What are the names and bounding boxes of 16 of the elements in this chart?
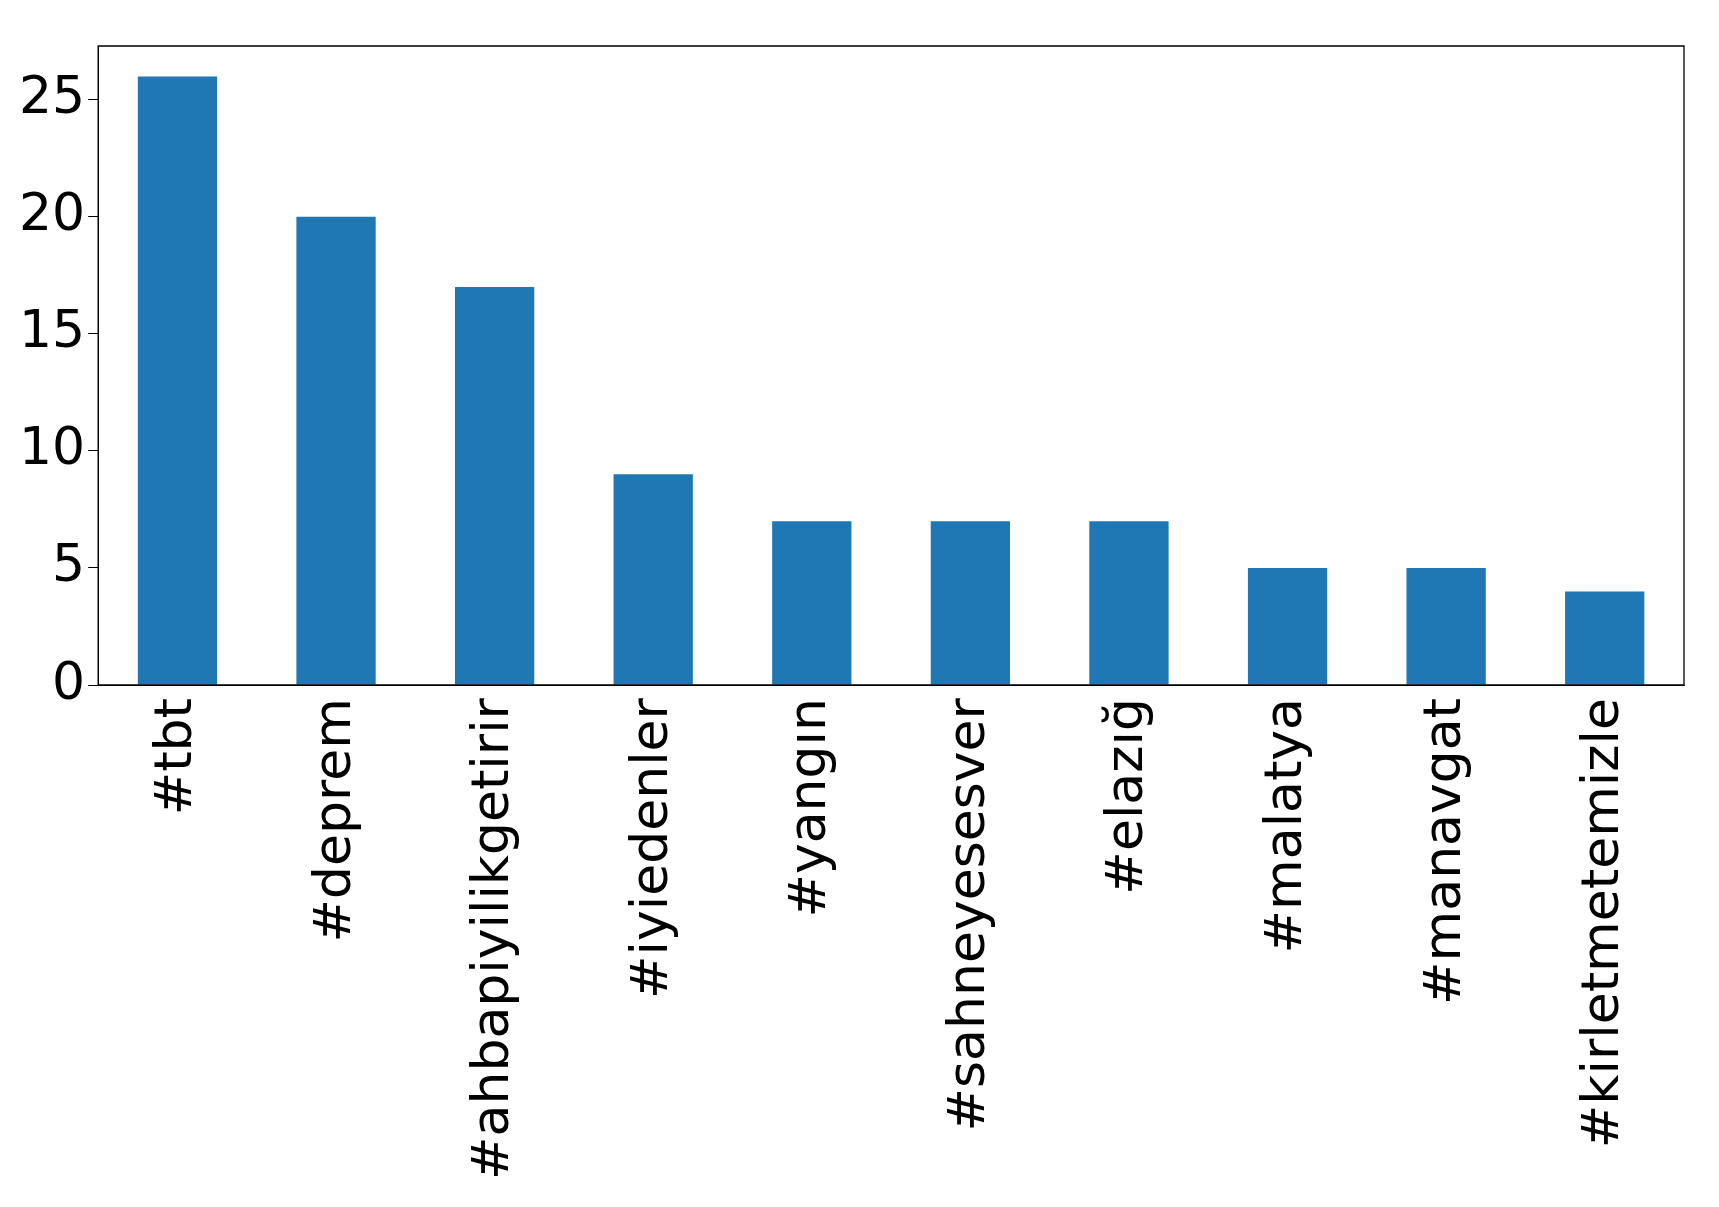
x-tick-label: #sahneyesesver — [935, 697, 996, 1132]
y-tick-label: 10 — [19, 416, 86, 477]
y-tick-label: 0 — [52, 650, 86, 711]
y-tick-label: 15 — [19, 299, 86, 360]
x-tick-label: #elazığ — [1094, 698, 1155, 895]
x-tick-label: #tbt — [142, 698, 203, 816]
x-tick-label: #iyiedenler — [618, 697, 679, 1000]
y-tick-label: 25 — [19, 65, 86, 126]
x-tick-label: #ahbapiyilikgetirir — [460, 697, 521, 1181]
x-tick-label: #malatya — [1253, 698, 1314, 954]
y-tick-label: 5 — [52, 533, 86, 594]
x-tick-label: #manavgat — [1411, 698, 1472, 1005]
y-tick-label: 20 — [19, 182, 86, 243]
x-tick-label: #yangın — [777, 698, 838, 918]
x-tick-label: #deprem — [301, 698, 362, 943]
x-tick-label: #kirletmetemizle — [1570, 698, 1631, 1149]
